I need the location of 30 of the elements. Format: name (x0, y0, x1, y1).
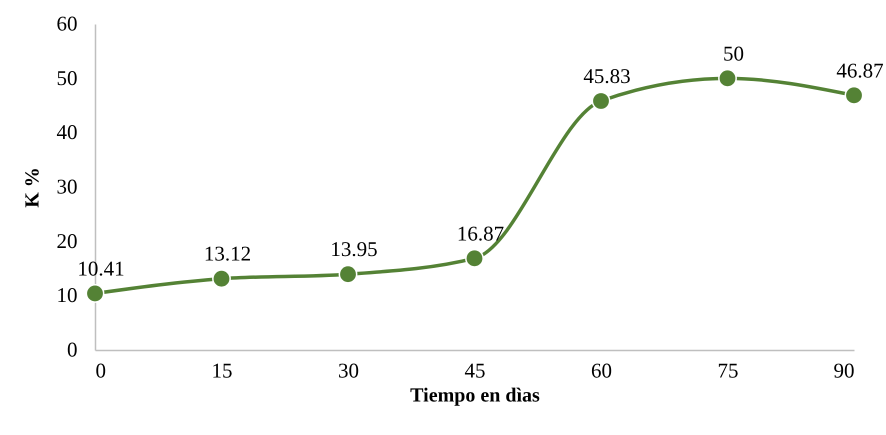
x-tick-label: 45 (464, 358, 486, 382)
data-label: 46.87 (836, 58, 884, 82)
point (338, 264, 358, 284)
data-label: 13.12 (204, 242, 252, 266)
y-tick-label: 50 (56, 66, 78, 90)
y-tick-label: 40 (56, 120, 78, 144)
point (718, 68, 737, 88)
y-tick-label: 60 (56, 12, 78, 36)
y-tick-label: 30 (56, 174, 78, 198)
data-label: 45.83 (583, 64, 631, 88)
data-label: 10.41 (77, 256, 125, 280)
y-tick-label: 0 (67, 338, 78, 362)
y-axis-title: K % (22, 167, 44, 208)
data-label: 13.95 (330, 237, 378, 262)
point (844, 86, 864, 105)
x-tick-label: 75 (718, 358, 738, 382)
point (212, 269, 231, 288)
x-tick-label: 0 (96, 358, 106, 382)
point (465, 248, 484, 268)
x-tick-label: 60 (591, 358, 612, 382)
y-tick-label: 20 (56, 228, 78, 253)
x-axis-title: Tiempo en dìas (410, 384, 540, 406)
data-label: 50 (723, 41, 744, 66)
x-tick-label: 15 (212, 358, 232, 382)
point (592, 92, 610, 110)
y-tick-label: 10 (56, 283, 78, 308)
point (86, 284, 104, 303)
data-label: 16.87 (456, 221, 504, 246)
x-tick-label: 90 (834, 358, 854, 382)
x-tick-label: 30 (338, 358, 359, 382)
